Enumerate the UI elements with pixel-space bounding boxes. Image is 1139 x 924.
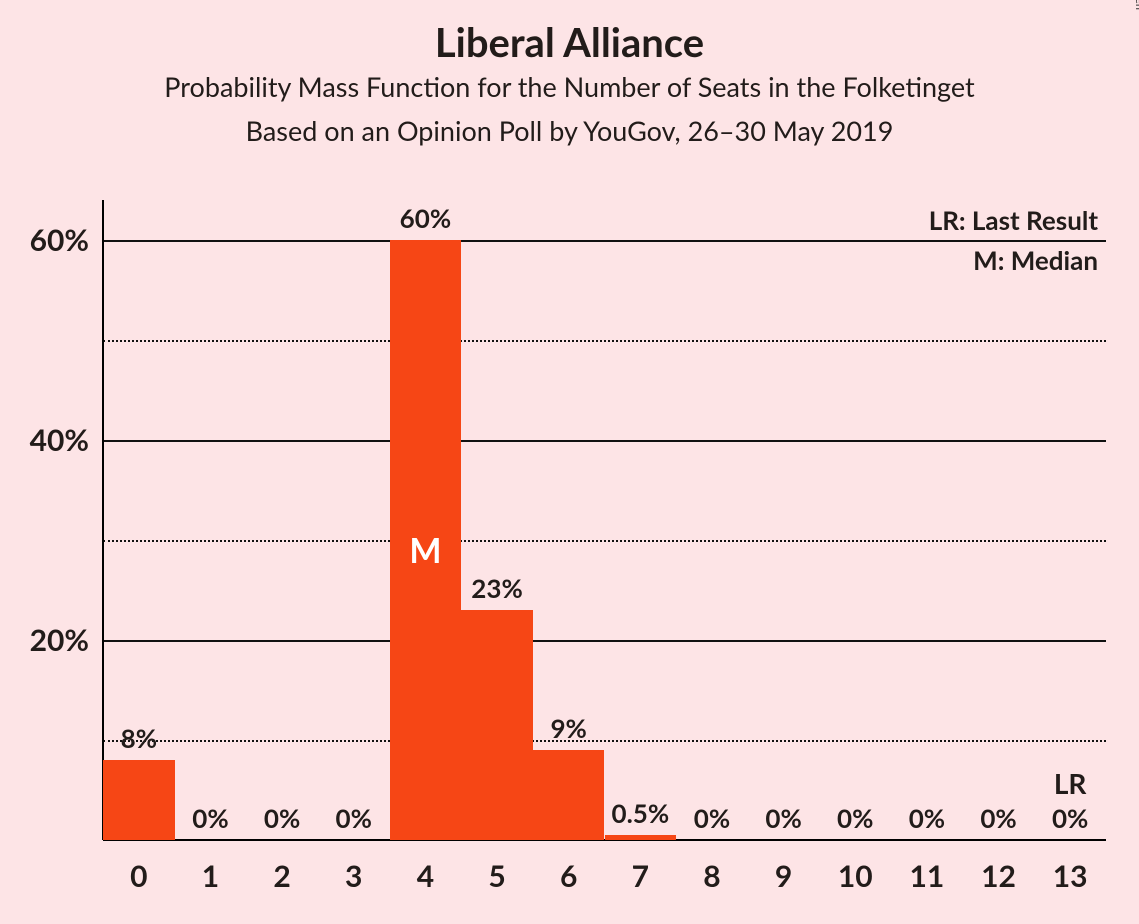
bar-value-label: 0% — [694, 802, 730, 834]
x-tick-label: 8 — [703, 840, 720, 894]
legend-last-result: LR: Last Result — [929, 204, 1098, 236]
gridline-minor — [103, 340, 1106, 342]
bar-value-label: 0% — [980, 802, 1016, 834]
x-tick-label: 9 — [775, 840, 792, 894]
bar-value-label: 0% — [336, 802, 372, 834]
plot-area: 20%40%60%8%00%10%20%360%423%59%60.5%70%8… — [103, 200, 1106, 840]
legend-median: M: Median — [973, 244, 1098, 276]
bar — [103, 760, 175, 840]
gridline-minor — [103, 540, 1106, 542]
x-tick-label: 12 — [981, 840, 1016, 894]
y-tick-label: 20% — [30, 622, 103, 658]
bar-value-label: 8% — [121, 722, 157, 754]
bar-value-label: 0.5% — [611, 797, 669, 829]
y-tick-label: 60% — [30, 222, 103, 258]
bar-value-label: 0% — [837, 802, 873, 834]
chart-container: Liberal Alliance Probability Mass Functi… — [0, 0, 1139, 924]
chart-title: Liberal Alliance — [0, 18, 1139, 66]
x-tick-label: 11 — [909, 840, 944, 894]
chart-subtitle-2: Based on an Opinion Poll by YouGov, 26–3… — [0, 114, 1139, 147]
x-tick-label: 4 — [417, 840, 434, 894]
bar-value-label: 9% — [550, 712, 586, 744]
x-tick-label: 3 — [345, 840, 362, 894]
y-axis-line — [102, 200, 104, 840]
x-tick-label: 2 — [273, 840, 290, 894]
x-tick-label: 13 — [1053, 840, 1088, 894]
x-tick-label: 6 — [560, 840, 577, 894]
bar-value-label: 60% — [400, 202, 451, 234]
bar — [533, 750, 605, 840]
gridline-minor — [103, 740, 1106, 742]
x-tick-label: 10 — [838, 840, 873, 894]
x-tick-label: 7 — [632, 840, 649, 894]
bar — [461, 610, 533, 840]
gridline-major — [103, 640, 1106, 642]
bar-value-label: 0% — [192, 802, 228, 834]
x-tick-label: 0 — [130, 840, 147, 894]
bar-value-label: 0% — [1052, 802, 1088, 834]
gridline-major — [103, 440, 1106, 442]
bar-value-label: 23% — [471, 572, 522, 604]
gridline-major — [103, 240, 1106, 242]
y-tick-label: 40% — [30, 422, 103, 458]
copyright-text: © 2019 Filip van Laenen — [1133, 0, 1139, 10]
bar-value-label: 0% — [765, 802, 801, 834]
bar-value-label: 0% — [264, 802, 300, 834]
bar-value-label: 0% — [909, 802, 945, 834]
median-marker: M — [409, 530, 441, 571]
x-tick-label: 1 — [202, 840, 219, 894]
chart-subtitle-1: Probability Mass Function for the Number… — [0, 70, 1139, 103]
x-tick-label: 5 — [488, 840, 505, 894]
last-result-marker: LR — [1054, 766, 1087, 800]
